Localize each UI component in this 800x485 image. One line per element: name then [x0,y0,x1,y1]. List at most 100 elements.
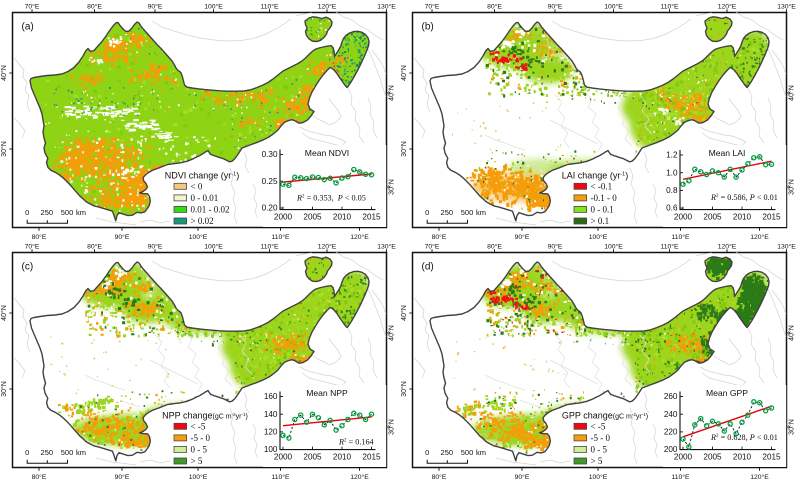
svg-text:200: 200 [664,445,678,454]
svg-text:40°N: 40°N [400,65,408,81]
svg-text:110°E: 110°E [271,233,290,241]
svg-text:(b): (b) [422,22,434,33]
svg-text:110°E: 110°E [671,233,690,241]
svg-text:130°E: 130°E [377,2,396,10]
svg-text:70°E: 70°E [25,242,40,250]
svg-text:90°E: 90°E [548,242,563,250]
svg-text:2000: 2000 [674,213,693,222]
svg-text:R2 = 0.164: R2 = 0.164 [338,438,374,447]
svg-text:2010: 2010 [333,453,352,462]
svg-text:Mean GPP: Mean GPP [706,388,748,398]
svg-text:40°N: 40°N [788,325,796,341]
svg-text:250: 250 [441,448,454,457]
svg-text:2005: 2005 [703,453,722,462]
svg-text:80°E: 80°E [487,2,502,10]
svg-text:2000: 2000 [274,213,293,222]
svg-text:30°N: 30°N [400,381,408,397]
svg-text:< -0.1: < -0.1 [591,181,613,191]
svg-text:-0.1 - 0: -0.1 - 0 [591,193,618,203]
svg-text:140: 140 [264,410,278,419]
svg-text:100°E: 100°E [589,473,608,480]
svg-text:> 0.02: > 0.02 [191,216,214,226]
svg-text:90°E: 90°E [515,473,530,480]
svg-text:70°E: 70°E [25,2,40,10]
svg-text:-5 - 0: -5 - 0 [591,433,611,443]
svg-text:2015: 2015 [762,213,781,222]
svg-text:40°N: 40°N [388,85,396,101]
svg-text:120: 120 [264,428,278,437]
svg-text:110°E: 110°E [271,473,290,480]
svg-text:< -5: < -5 [191,421,206,431]
svg-text:80°E: 80°E [432,473,447,480]
svg-text:30°N: 30°N [0,141,8,157]
svg-text:120°E: 120°E [350,473,369,480]
svg-text:120°E: 120°E [750,473,769,480]
svg-text:100°E: 100°E [204,242,223,250]
svg-text:100: 100 [264,445,278,454]
svg-text:130°E: 130°E [777,2,796,10]
svg-text:40°N: 40°N [400,305,408,321]
svg-text:2005: 2005 [303,213,322,222]
svg-text:40°N: 40°N [388,325,396,341]
svg-text:km: km [76,208,86,217]
svg-text:120°E: 120°E [318,2,337,10]
svg-text:R2 = 0.628, P < 0.01: R2 = 0.628, P < 0.01 [710,433,778,442]
svg-text:Mean NPP: Mean NPP [306,388,348,398]
svg-text:120°E: 120°E [750,233,769,241]
svg-text:(d): (d) [422,262,434,273]
svg-text:0: 0 [425,208,429,217]
svg-text:km: km [76,448,86,457]
svg-text:160: 160 [264,392,278,401]
svg-text:100°E: 100°E [189,233,208,241]
svg-text:100°E: 100°E [589,233,608,241]
svg-text:2015: 2015 [762,453,781,462]
svg-text:< -5: < -5 [591,421,606,431]
svg-text:GPP change(gC m-2yr-1): GPP change(gC m-2yr-1) [562,411,648,421]
svg-text:0.6: 0.6 [666,204,678,213]
svg-text:70°E: 70°E [425,2,440,10]
svg-text:Mean LAI: Mean LAI [709,148,746,158]
svg-text:80°E: 80°E [432,233,447,241]
svg-text:100°E: 100°E [204,2,223,10]
svg-text:> 0.1: > 0.1 [591,216,610,226]
svg-text:70°E: 70°E [425,242,440,250]
svg-text:0.25: 0.25 [262,177,278,186]
svg-text:30°N: 30°N [400,141,408,157]
svg-text:500: 500 [61,448,74,457]
svg-text:500: 500 [461,208,474,217]
svg-text:30°N: 30°N [788,419,796,435]
svg-text:500: 500 [61,208,74,217]
svg-text:0 - 0.1: 0 - 0.1 [591,205,614,215]
svg-text:2015: 2015 [362,213,381,222]
svg-text:LAI change (yr-1): LAI change (yr-1) [562,171,628,181]
svg-text:2000: 2000 [274,453,293,462]
svg-text:250: 250 [441,208,454,217]
svg-text:0.8: 0.8 [666,186,678,195]
svg-text:90°E: 90°E [548,2,563,10]
svg-text:2010: 2010 [333,213,352,222]
svg-text:110°E: 110°E [660,2,679,10]
svg-text:100°E: 100°E [189,473,208,480]
svg-text:1.2: 1.2 [666,151,678,160]
svg-text:40°N: 40°N [0,305,8,321]
svg-text:R2 = 0.586, P < 0.01: R2 = 0.586, P < 0.01 [710,193,778,202]
svg-text:130°E: 130°E [377,242,396,250]
svg-text:110°E: 110°E [660,242,679,250]
svg-text:250: 250 [41,208,54,217]
svg-text:2010: 2010 [733,453,752,462]
svg-text:30°N: 30°N [388,419,396,435]
svg-text:1.0: 1.0 [666,168,678,177]
svg-text:100°E: 100°E [604,242,623,250]
svg-text:80°E: 80°E [87,242,102,250]
svg-text:40°N: 40°N [0,65,8,81]
svg-text:0: 0 [425,448,429,457]
svg-text:km: km [476,448,486,457]
svg-text:0.01 - 0.02: 0.01 - 0.02 [191,205,230,215]
svg-text:0: 0 [25,448,29,457]
svg-text:km: km [476,208,486,217]
svg-text:> 5: > 5 [591,456,603,466]
svg-text:80°E: 80°E [32,233,47,241]
svg-text:0.30: 0.30 [262,150,278,159]
svg-text:2005: 2005 [303,453,322,462]
svg-text:R2 = 0.353, P < 0.05: R2 = 0.353, P < 0.05 [296,194,366,203]
